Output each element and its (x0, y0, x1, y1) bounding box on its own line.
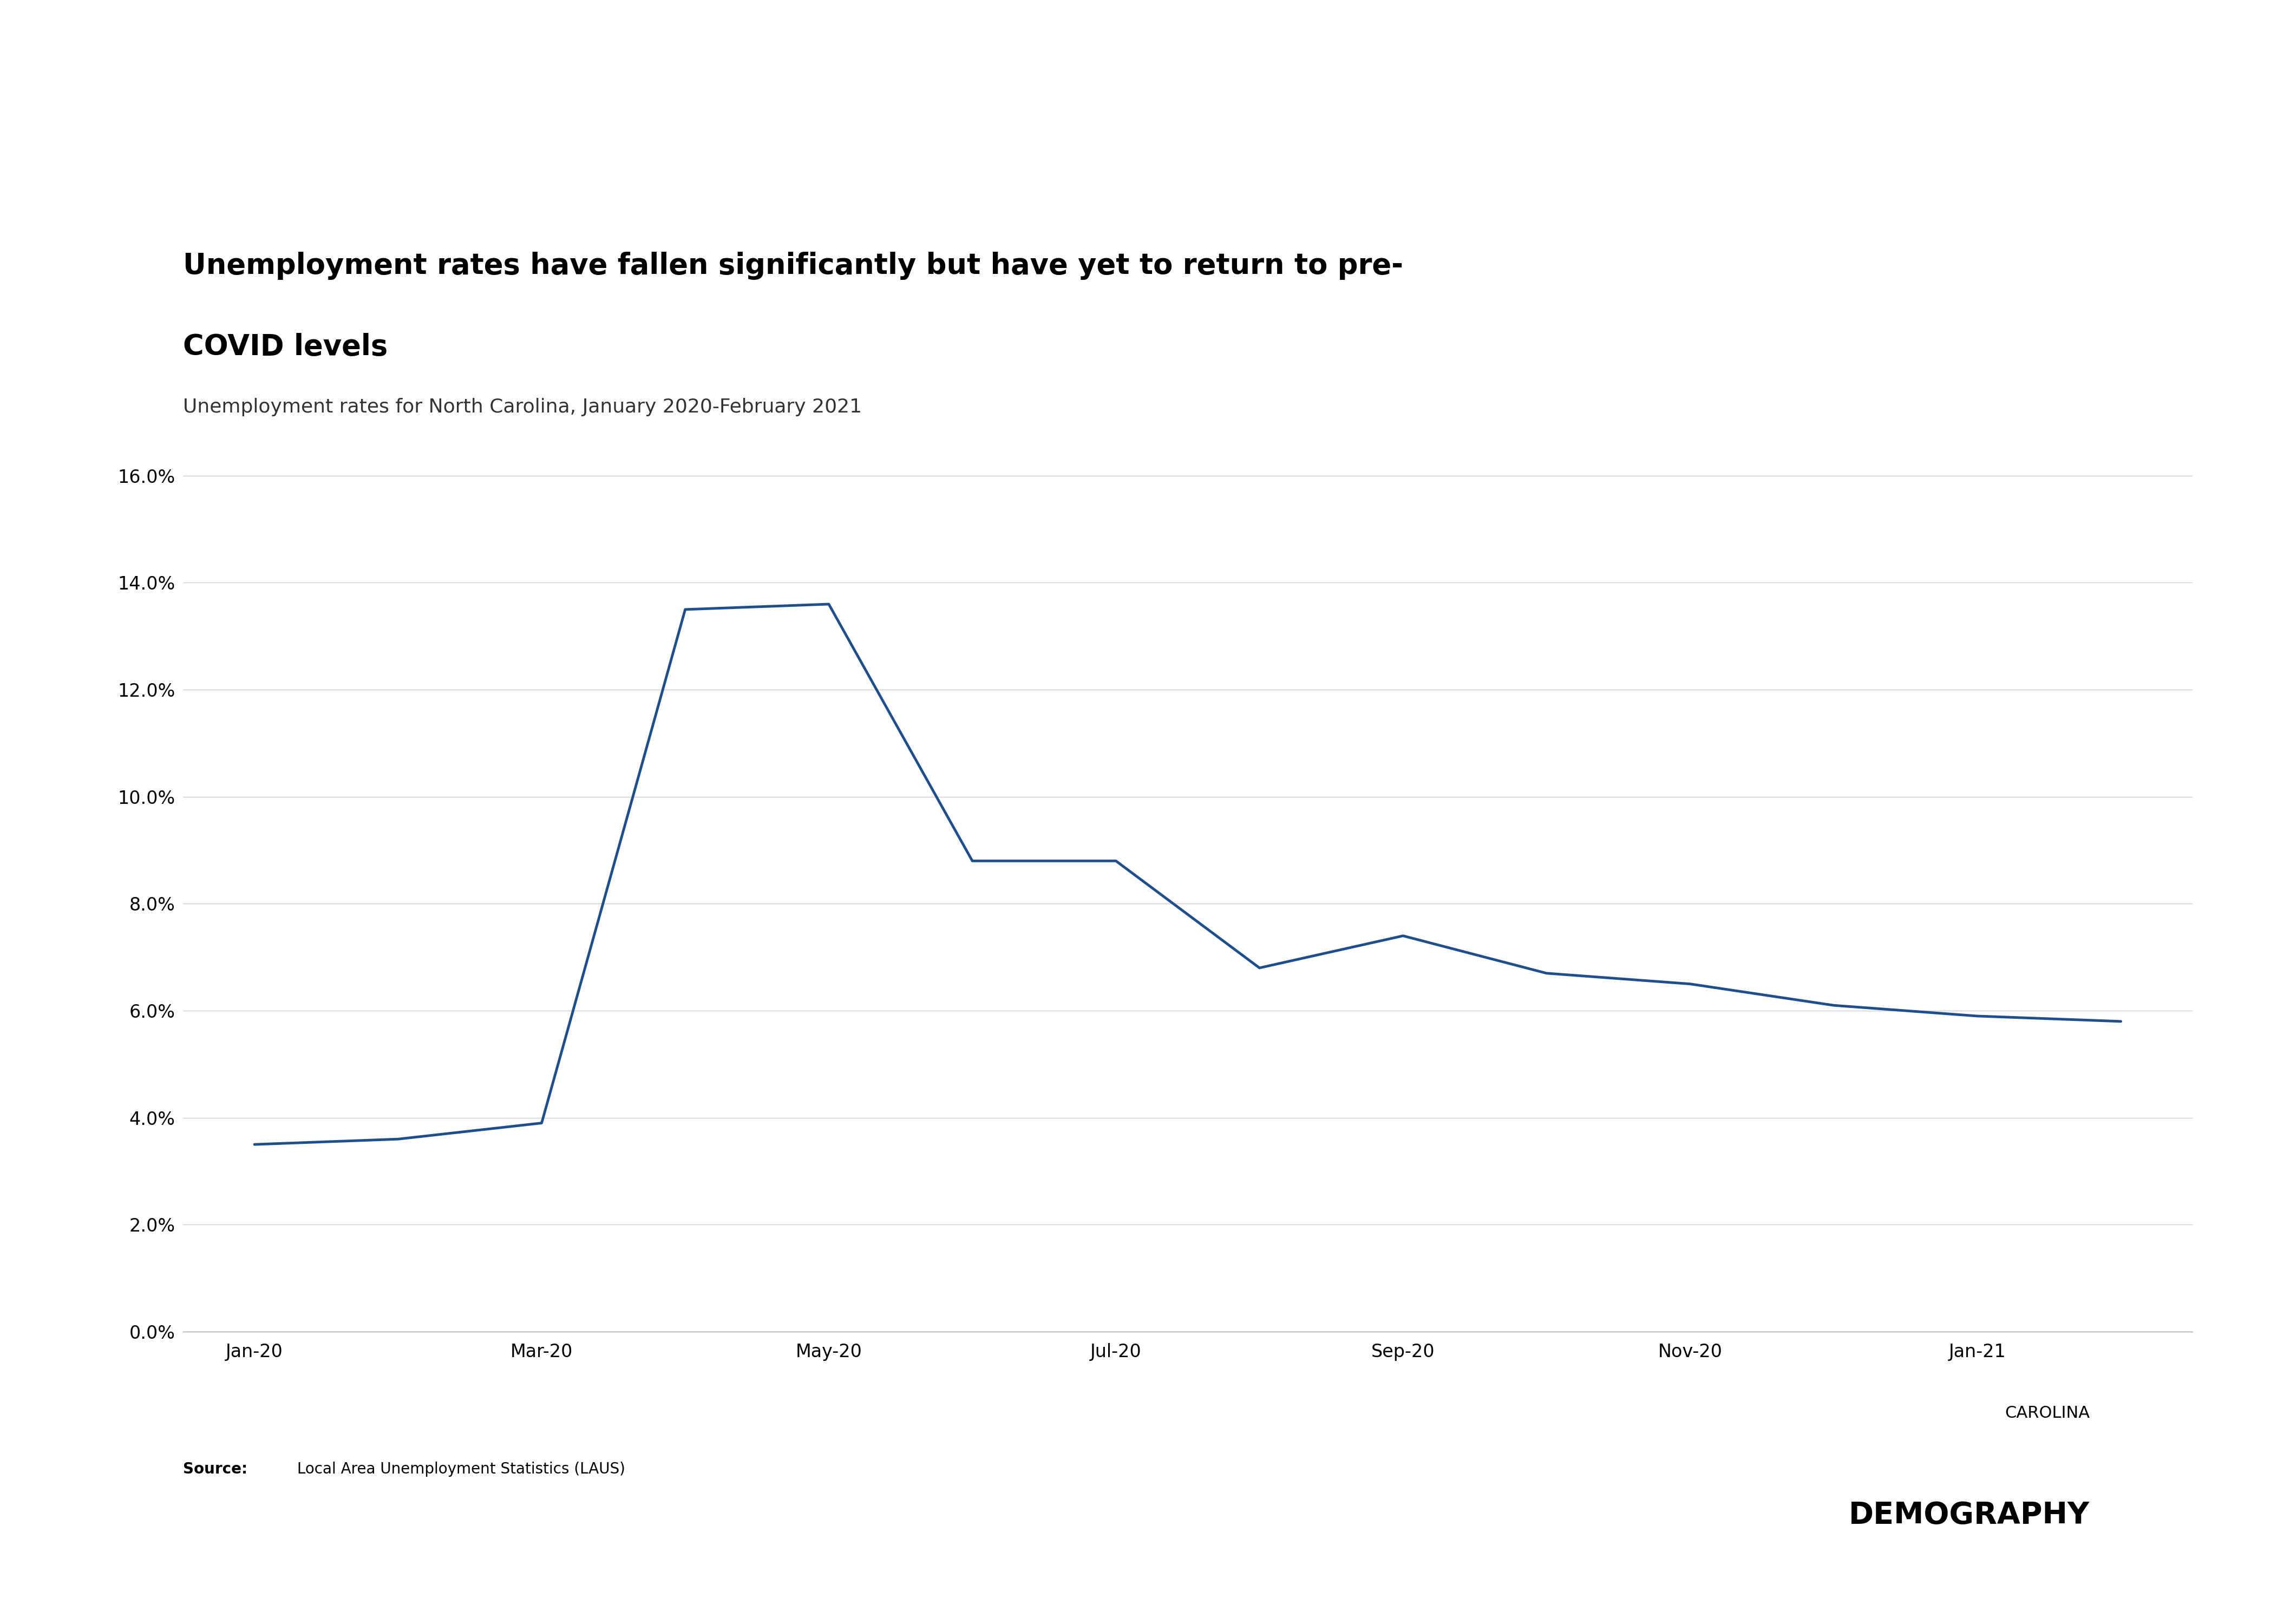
Text: COVID levels: COVID levels (183, 333, 388, 361)
Text: Local Area Unemployment Statistics (LAUS): Local Area Unemployment Statistics (LAUS… (292, 1462, 626, 1476)
Text: DEMOGRAPHY: DEMOGRAPHY (1848, 1501, 2090, 1530)
Text: CAROLINA: CAROLINA (2005, 1405, 2090, 1421)
Text: Unemployment rates have fallen significantly but have yet to return to pre-: Unemployment rates have fallen significa… (183, 252, 1402, 279)
Text: Source:: Source: (183, 1462, 247, 1476)
Text: Unemployment rates for North Carolina, January 2020-February 2021: Unemployment rates for North Carolina, J… (183, 398, 861, 416)
